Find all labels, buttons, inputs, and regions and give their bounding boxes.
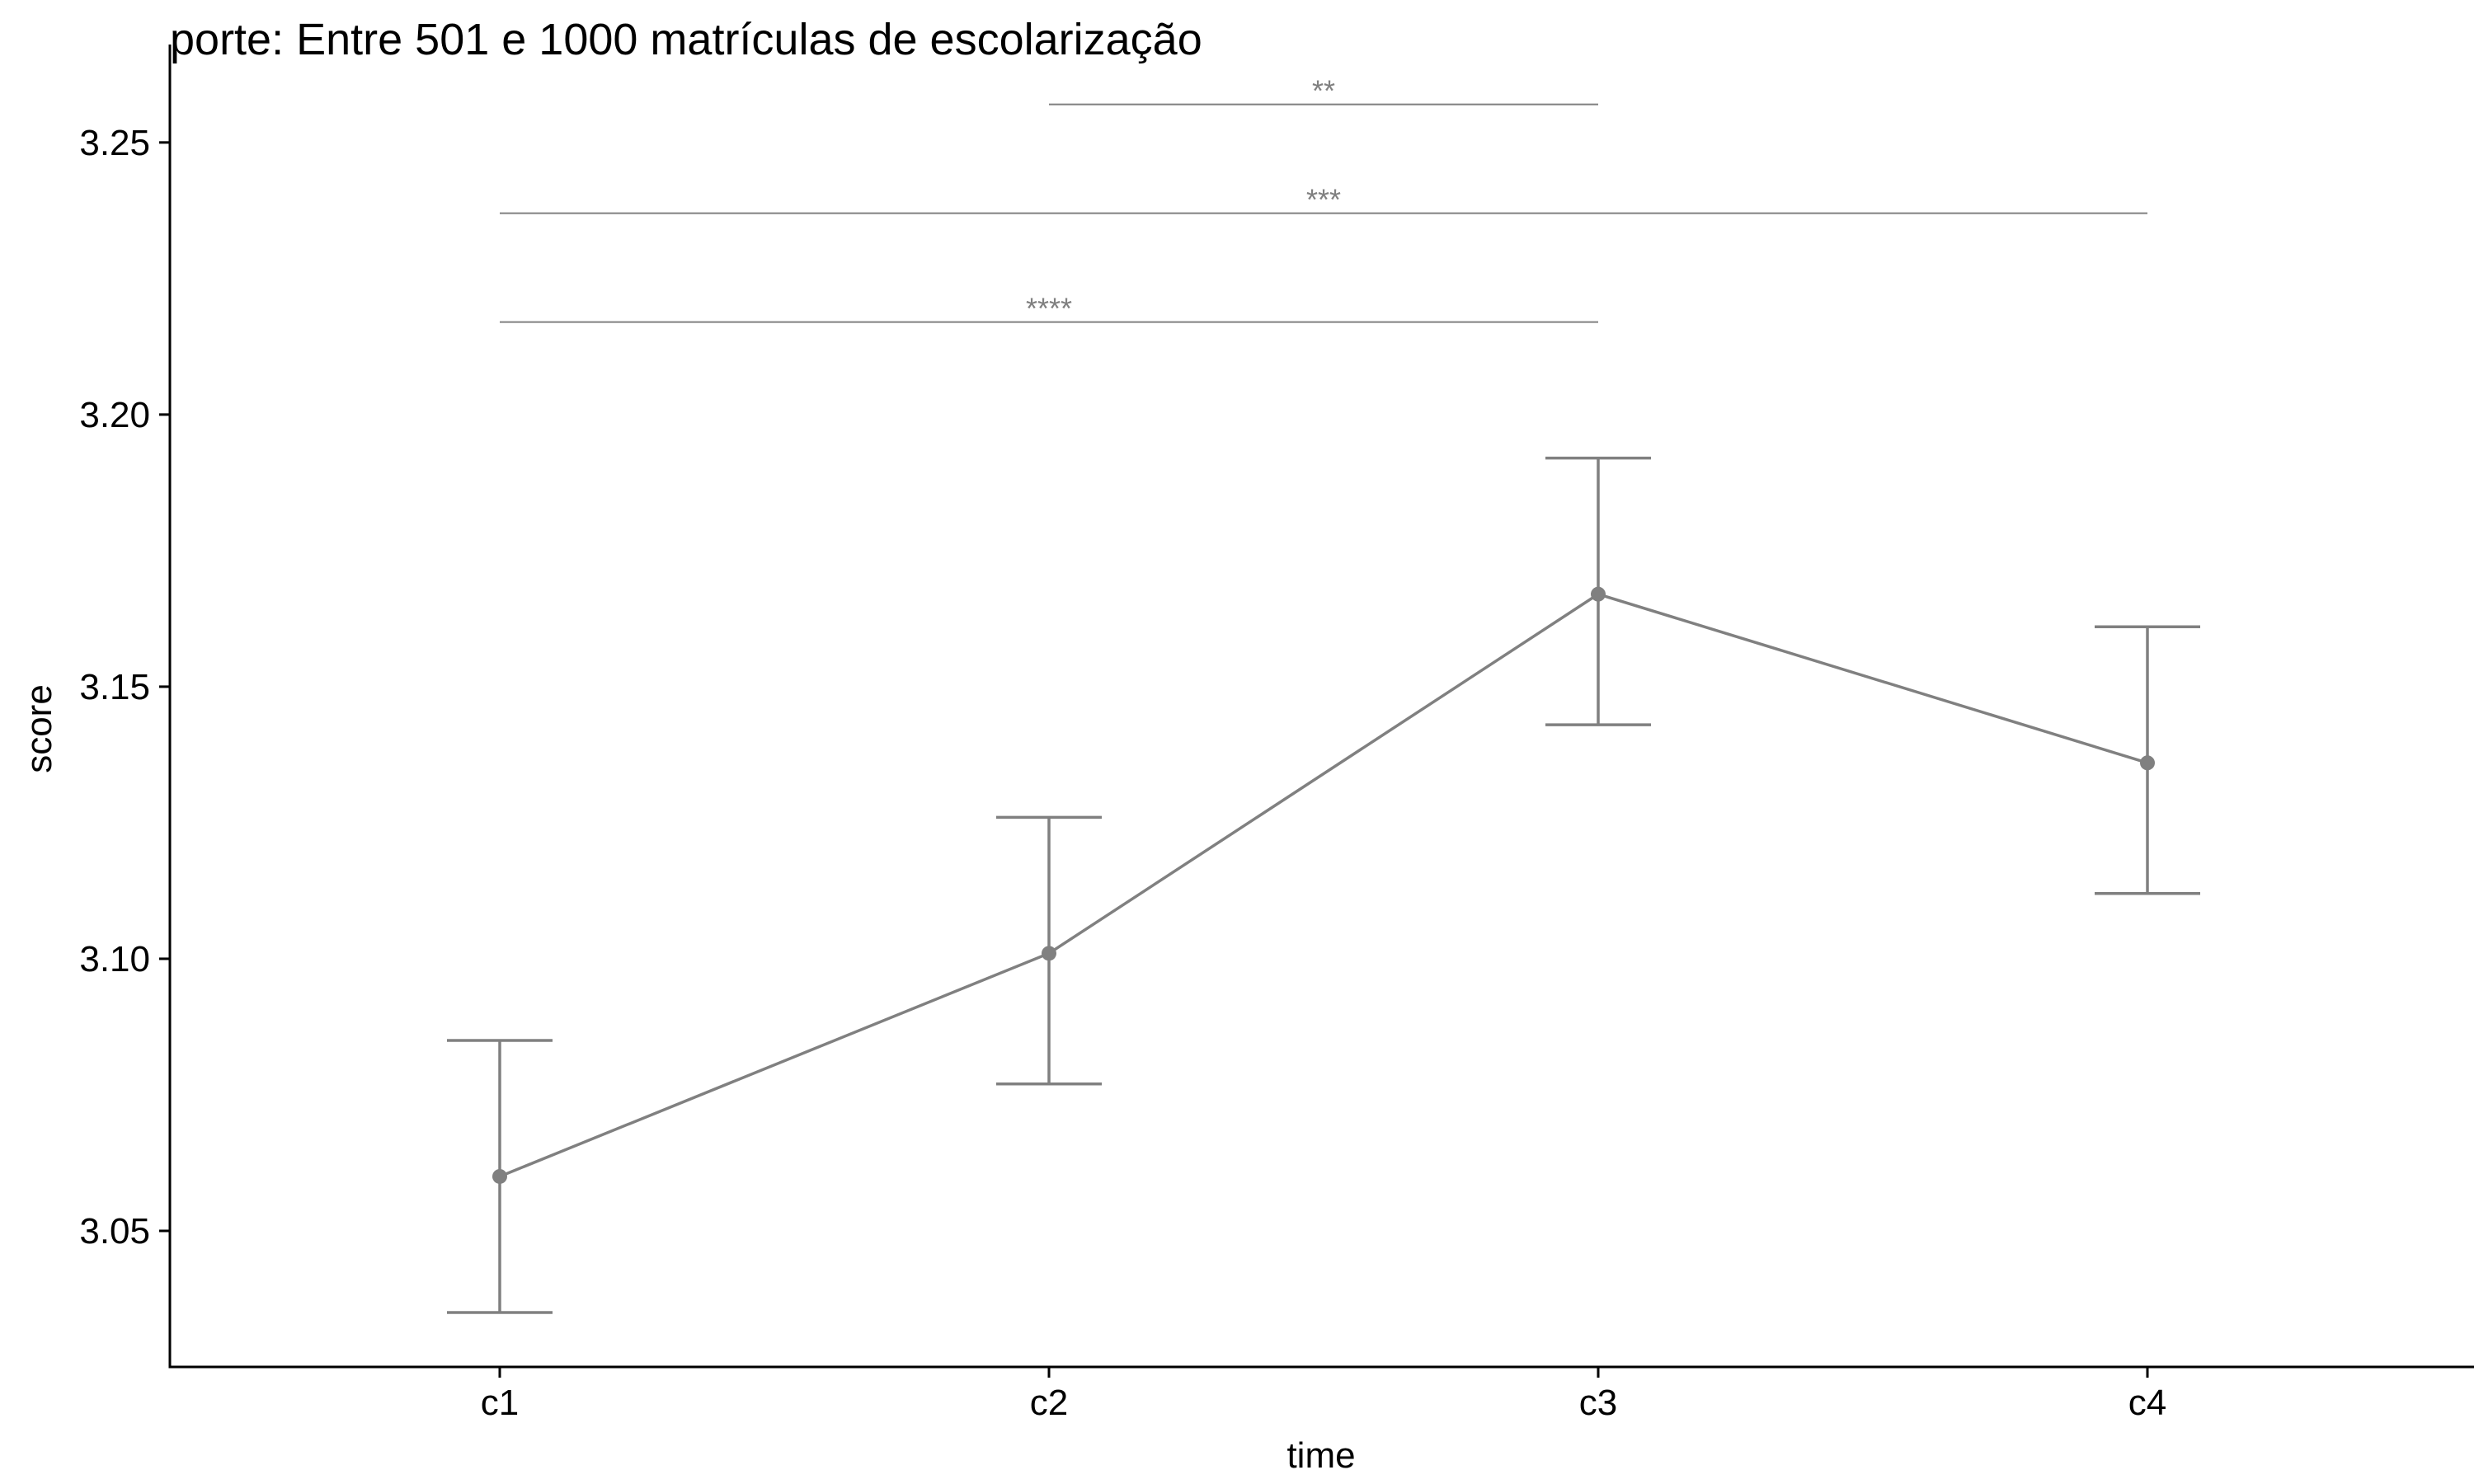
- data-point-c1: [492, 1168, 507, 1184]
- y-tick-label-1: 3.05: [79, 1211, 150, 1252]
- series-line-1: [499, 592, 2148, 1178]
- significance-brackets: *********: [500, 74, 2147, 326]
- x-axis-title: time: [1286, 1435, 1355, 1476]
- x-tick-label-c4: c4: [2128, 1383, 2166, 1423]
- y-axis-title: score: [19, 684, 59, 773]
- error-bars: [447, 456, 2200, 1314]
- x-tick-label-c2: c2: [1030, 1383, 1068, 1423]
- y-tick-label-2: 3.10: [79, 939, 150, 979]
- y-tick-label-4: 3.20: [79, 395, 150, 435]
- y-tick-label-5: 3.25: [79, 123, 150, 163]
- series-group: [492, 586, 2155, 1184]
- data-point-c2: [1042, 946, 1056, 961]
- significance-label-c1-c4: ***: [1306, 183, 1341, 217]
- y-tick-label-3: 3.15: [79, 667, 150, 707]
- chart-title: porte: Entre 501 e 1000 matrículas de es…: [170, 15, 1202, 64]
- x-tick-label-c1: c1: [481, 1383, 519, 1423]
- y-axis-ticks: 3.05 3.10 3.15 3.20 3.25: [79, 123, 170, 1252]
- x-tick-label-c3: c3: [1579, 1383, 1617, 1423]
- x-axis-ticks: c1 c2 c3 c4: [481, 1367, 2166, 1423]
- significance-label-c2-c3: **: [1312, 74, 1335, 108]
- significance-label-c1-c3: ****: [1026, 292, 1072, 326]
- data-point-c3: [1591, 586, 1606, 602]
- data-point-c4: [2140, 755, 2155, 771]
